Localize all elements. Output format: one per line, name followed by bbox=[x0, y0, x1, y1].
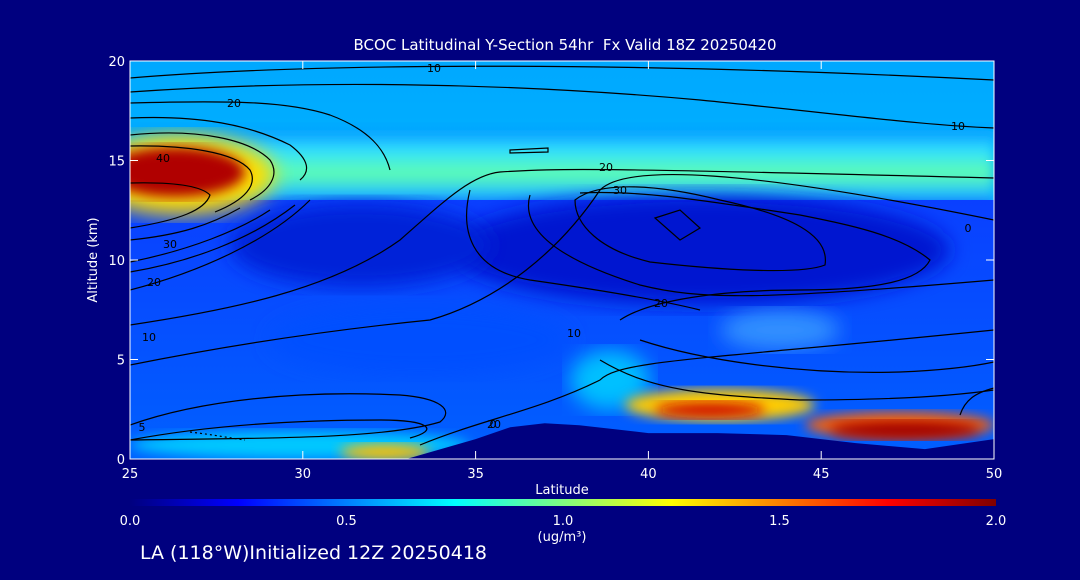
contour-line bbox=[130, 199, 311, 291]
contour-line bbox=[130, 207, 241, 241]
contour-label: 0 bbox=[490, 418, 497, 431]
y-tick-label: 0 bbox=[117, 453, 125, 468]
chart-title: BCOC Latitudinal Y-Section 54hr Fx Valid… bbox=[353, 36, 776, 54]
contour-label: 10 bbox=[427, 62, 441, 75]
contour-line bbox=[130, 204, 296, 273]
y-tick-label: 10 bbox=[108, 254, 125, 269]
colorbar-tick-label: 0.0 bbox=[120, 514, 141, 529]
contour-line bbox=[130, 65, 994, 81]
contour-line bbox=[959, 387, 994, 416]
light-patch-low bbox=[570, 350, 650, 410]
contour-line bbox=[130, 83, 994, 129]
contour-label: 10 bbox=[142, 331, 156, 344]
x-tick-label: 50 bbox=[986, 467, 1003, 482]
yellow-surface-west bbox=[340, 444, 430, 459]
contour-label: 10 bbox=[951, 120, 965, 133]
y-tick-label: 20 bbox=[108, 55, 125, 70]
concentration-field bbox=[130, 61, 994, 459]
dark-blue-core-east bbox=[450, 195, 950, 305]
contour-lines bbox=[130, 65, 994, 446]
contour-line bbox=[130, 101, 391, 171]
x-tick-label: 40 bbox=[640, 467, 657, 482]
contour-line bbox=[130, 209, 271, 263]
contour-line bbox=[419, 329, 994, 446]
contour-line bbox=[130, 116, 308, 181]
contour-line bbox=[130, 419, 428, 441]
contour-label: 5 bbox=[139, 421, 146, 434]
contour-label: 30 bbox=[613, 184, 627, 197]
x-tick-label: 25 bbox=[122, 467, 139, 482]
contour-line bbox=[130, 182, 211, 229]
contour-label: 20 bbox=[599, 161, 613, 174]
y-tick-label: 5 bbox=[117, 354, 125, 369]
contour-line bbox=[466, 189, 701, 311]
contour-line bbox=[130, 173, 994, 366]
x-axis: 25 30 35 40 45 50 bbox=[122, 61, 1003, 482]
contour-line bbox=[509, 147, 549, 154]
red-plume-aloft bbox=[130, 147, 245, 197]
contour-line bbox=[653, 209, 702, 241]
colorbar bbox=[130, 499, 996, 506]
red-plume-lower bbox=[655, 402, 765, 418]
contour-line bbox=[130, 145, 253, 213]
contour-label: 20 bbox=[227, 97, 241, 110]
dark-blue-core-west bbox=[230, 203, 490, 287]
y-tick-label: 15 bbox=[108, 155, 125, 170]
contour-line bbox=[574, 186, 826, 272]
x-tick-label: 35 bbox=[467, 467, 484, 482]
contour-label: 40 bbox=[156, 152, 170, 165]
contour-line bbox=[528, 194, 994, 297]
contour-label: 30 bbox=[163, 238, 177, 251]
light-patch-east bbox=[720, 310, 840, 350]
contour-label: 10 bbox=[567, 327, 581, 340]
red-plume-east bbox=[830, 421, 980, 439]
x-axis-label: Latitude bbox=[535, 483, 589, 498]
colorbar-tick-label: 2.0 bbox=[986, 514, 1007, 529]
contour-label: 20 bbox=[654, 297, 668, 310]
terrain bbox=[130, 423, 994, 459]
colorbar-unit-label: (ug/m³) bbox=[538, 530, 587, 545]
mid-blue-patch bbox=[270, 305, 570, 375]
contour-line bbox=[130, 168, 994, 326]
colorbar-tick-label: 1.0 bbox=[553, 514, 574, 529]
x-tick-label: 45 bbox=[813, 467, 830, 482]
contour-label: 20 bbox=[147, 276, 161, 289]
contour-line bbox=[189, 431, 246, 441]
colorbar-tick-label: 1.5 bbox=[769, 514, 790, 529]
y-axis-label: Altitude (km) bbox=[86, 217, 101, 302]
contour-line bbox=[639, 339, 994, 373]
initialization-label: LA (118°W)Initialized 12Z 20250418 bbox=[140, 542, 487, 564]
colorbar-tick-label: 0.5 bbox=[336, 514, 357, 529]
contour-line bbox=[579, 191, 931, 321]
x-tick-label: 30 bbox=[295, 467, 312, 482]
contour-line bbox=[599, 359, 994, 401]
contour-line bbox=[130, 132, 275, 201]
contour-line bbox=[130, 393, 447, 441]
y-axis: 0 5 10 15 20 bbox=[108, 55, 994, 468]
colorbar-ticks: 0.0 0.5 1.0 1.5 2.0 bbox=[120, 514, 1007, 529]
contour-label: 20 bbox=[487, 418, 501, 431]
contour-label: 0 bbox=[965, 222, 972, 235]
